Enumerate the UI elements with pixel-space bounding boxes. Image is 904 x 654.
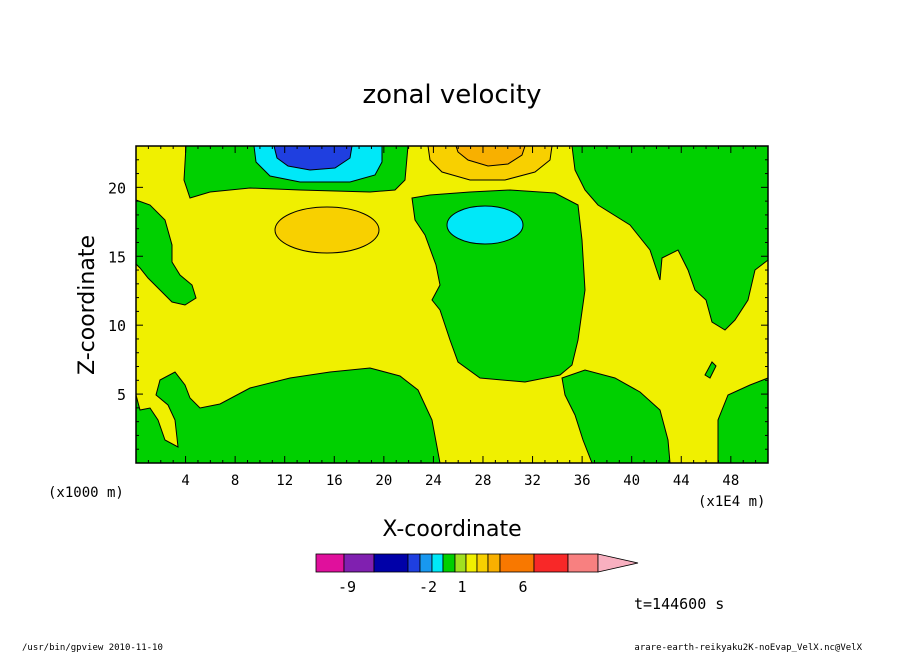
x-tick-label: 36 [574, 473, 591, 489]
x-tick-label: 4 [181, 473, 189, 489]
green-region-small-right [704, 361, 717, 379]
colorbar-swatch [487, 553, 501, 573]
y-tick-label: 20 [108, 179, 126, 197]
plot-frame [135, 145, 769, 464]
colorbar-swatch [431, 553, 444, 573]
x-axis: 4 8 12 16 20 24 28 32 36 40 44 48 [147, 146, 757, 489]
colorbar-tick-label: -2 [419, 578, 437, 596]
green-region-upper-right [571, 145, 769, 331]
colorbar-swatch [567, 553, 599, 573]
colorbar-swatch [454, 553, 467, 573]
green-region-left-edge [135, 199, 197, 306]
colorbar-swatch [419, 553, 433, 573]
colorbar-swatch [476, 553, 489, 573]
colorbar-tick-label: -9 [338, 578, 356, 596]
plot-area [135, 145, 769, 464]
x-tick-label: 48 [722, 473, 739, 489]
x-tick-label: 8 [231, 473, 239, 489]
orange-cell-top-middle [455, 145, 526, 167]
y-tick-label: 5 [117, 386, 126, 404]
green-region-center [411, 189, 586, 383]
x-tick-label: 24 [425, 473, 442, 489]
green-region-lower [135, 367, 441, 464]
cyan-cell-mid-right [446, 205, 524, 245]
time-label: t=144600 s [634, 595, 724, 613]
colorbar-swatch [465, 553, 478, 573]
colorbar-extension-arrow [597, 553, 639, 573]
x-tick-label: 28 [475, 473, 492, 489]
colorbar-swatch [343, 553, 375, 573]
green-region-lower-center [561, 369, 671, 464]
y-axis: 5 10 15 20 [108, 159, 768, 450]
colorbar-swatch [533, 553, 569, 573]
colorbar-swatch [499, 553, 535, 573]
y-axis-title: Z-coordinate [75, 235, 100, 375]
chart-title: zonal velocity [362, 80, 541, 110]
blue-cell-top-left [273, 145, 353, 171]
colorbar-tick-label: 1 [457, 578, 466, 596]
y-tick-label: 10 [108, 317, 126, 335]
colorbar-labels: -9 -2 1 6 [338, 578, 528, 596]
colorbar-swatch [373, 553, 409, 573]
colorbar-swatch [407, 553, 421, 573]
x-tick-label: 32 [524, 473, 541, 489]
x-tick-label: 16 [326, 473, 343, 489]
x-tick-label: 12 [276, 473, 293, 489]
x-unit-label: (x1000 m) [48, 485, 124, 501]
footer-left: /usr/bin/gpview 2010-11-10 [22, 643, 163, 653]
y-tick-label: 15 [108, 248, 126, 266]
y-unit-label: (x1E4 m) [698, 494, 765, 510]
colorbar-swatch [315, 553, 345, 573]
colorbar-swatch [442, 553, 456, 573]
yellow-cell-mid-left [274, 206, 380, 254]
x-tick-label: 20 [375, 473, 392, 489]
x-tick-label: 44 [673, 473, 690, 489]
x-tick-label: 40 [623, 473, 640, 489]
footer-right: arare-earth-reikyaku2K-noEvap_VelX.nc@Ve… [634, 643, 862, 653]
x-axis-title: X-coordinate [382, 517, 521, 542]
colorbar-tick-label: 6 [518, 578, 527, 596]
colorbar [315, 553, 639, 573]
